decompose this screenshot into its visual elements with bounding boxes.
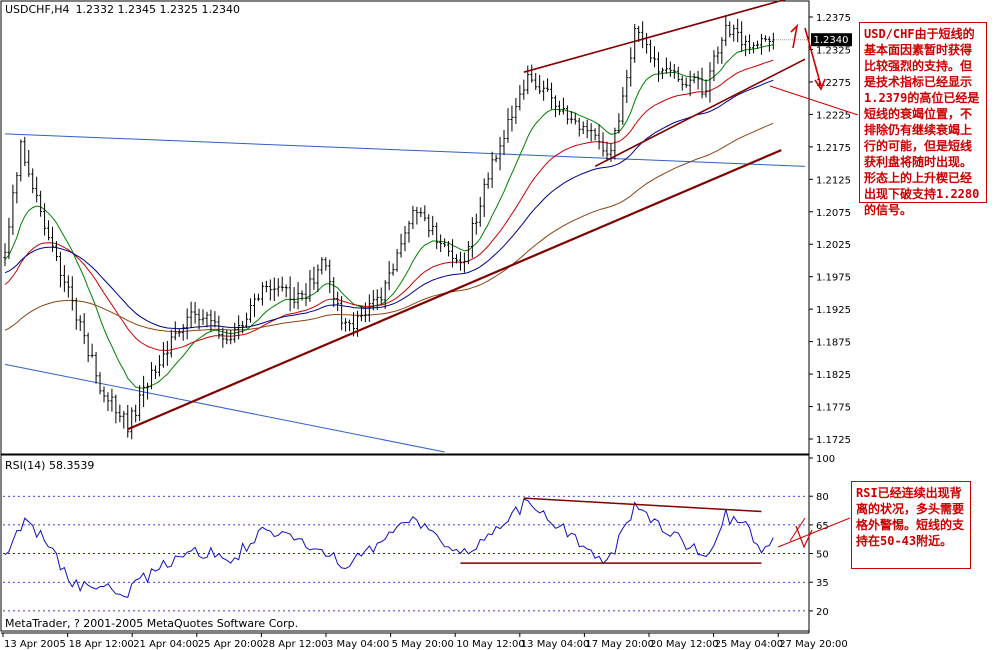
price-annotation-box: USD/CHF由于短线的基本面因素暂时获得比较强烈的支持。但是技术指标已经显示1… (859, 22, 987, 217)
price-tick-label: 1.1825 (816, 370, 851, 381)
rsi-tick-label: 50 (816, 550, 829, 561)
current-price-marker: 1.2340 (770, 33, 852, 47)
rsi-panel-frame (0, 454, 810, 632)
time-tick-label: 10 May 12:00 (456, 639, 525, 650)
rsi-arrowhead (795, 525, 813, 549)
rsi-tick-label: 80 (816, 492, 829, 503)
channel-line (4, 363, 445, 453)
time-tick-label: 28 Apr 12:00 (262, 639, 327, 650)
price-tick-label: 1.1875 (816, 338, 851, 349)
rsi-annotation-box: RSI已经连续出现背离的状况，多头需要格外警惕。短线的支持在50-43附近。 (851, 481, 971, 569)
time-tick-label: 25 Apr 20:00 (198, 639, 263, 650)
current-price-box (811, 33, 852, 47)
ma-line-fast (4, 44, 774, 389)
price-tick-label: 1.2275 (816, 78, 851, 89)
red-down-arrow (804, 27, 822, 87)
price-tick-label: 1.2375 (816, 13, 851, 24)
time-tick-label: 13 Apr 2005 (4, 639, 66, 650)
trendline (594, 58, 806, 168)
callout-pointer-rsi (777, 517, 851, 548)
rsi-label: RSI(14) 58.3539 (5, 459, 94, 472)
copyright-text: MetaTrader, ? 2001-2005 MetaQuotes Softw… (5, 617, 298, 630)
rsi-tick-label: 20 (816, 607, 829, 618)
time-tick-label: 18 Apr 12:00 (69, 639, 134, 650)
symbol-label: USDCHF,H4 (5, 3, 70, 16)
time-tick-label: 5 May 20:00 (392, 639, 454, 650)
ma-line-slow (4, 79, 774, 330)
ma-line-mid (4, 59, 774, 352)
time-tick-label: 17 May 20:00 (585, 639, 654, 650)
time-tick-label: 3 May 04:00 (327, 639, 389, 650)
channel-line (4, 133, 806, 167)
price-axis-ticks: 1.2375 1.2325 1.2275 1.2225 1.2175 1.2125 1.20… (809, 13, 851, 446)
price-tick-label: 1.1725 (816, 435, 851, 446)
moving-averages (4, 44, 774, 389)
time-axis-ticks: 13 Apr 2005 18 Apr 12:00 21 Apr 04:00 25 Ap… (1, 632, 848, 650)
current-price-label: 1.2340 (814, 35, 849, 46)
channel-lines (4, 133, 806, 453)
ohlc-label: 1.2332 1.2345 1.2325 1.2340 (76, 3, 240, 16)
trendline (127, 149, 782, 431)
rsi-tick-label: 65 (816, 521, 829, 532)
price-tick-label: 1.2325 (816, 45, 851, 56)
trendline (523, 0, 786, 73)
time-tick-label: 20 May 12:00 (650, 639, 719, 650)
price-tick-label: 1.2075 (816, 208, 851, 219)
time-tick-label: 27 May 20:00 (779, 639, 848, 650)
ma-line-long (4, 122, 774, 333)
rsi-line (4, 498, 774, 599)
red-bracket-arrow (790, 23, 799, 49)
time-tick-label: 13 May 04:00 (521, 639, 590, 650)
rsi-trendline (523, 497, 762, 513)
rsi-level-lines (3, 495, 807, 612)
price-tick-label: 1.2225 (816, 110, 851, 121)
trendlines (127, 0, 806, 431)
rsi-tick-label: 35 (816, 578, 829, 589)
annotation-arrows (769, 23, 859, 549)
rsi-trendlines (460, 497, 762, 564)
red-arrowhead (814, 78, 826, 91)
time-tick-label: 25 May 04:00 (715, 639, 784, 650)
price-tick-label: 1.2175 (816, 143, 851, 154)
rsi-series (4, 498, 774, 599)
price-tick-label: 1.2125 (816, 175, 851, 186)
price-tick-label: 1.1925 (816, 305, 851, 316)
callout-pointer-price (769, 85, 859, 116)
chart-header: USDCHF,H4 1.2332 1.2345 1.2325 1.2340 (5, 3, 240, 16)
price-tick-label: 1.1975 (816, 273, 851, 284)
candlesticks (3, 15, 775, 440)
rsi-axis-ticks: 100 80 65 50 35 20 (809, 454, 835, 618)
price-tick-label: 1.2025 (816, 240, 851, 251)
price-tick-label: 1.1775 (816, 403, 851, 414)
time-tick-label: 21 Apr 04:00 (133, 639, 198, 650)
rsi-tick-label: 100 (816, 454, 835, 465)
